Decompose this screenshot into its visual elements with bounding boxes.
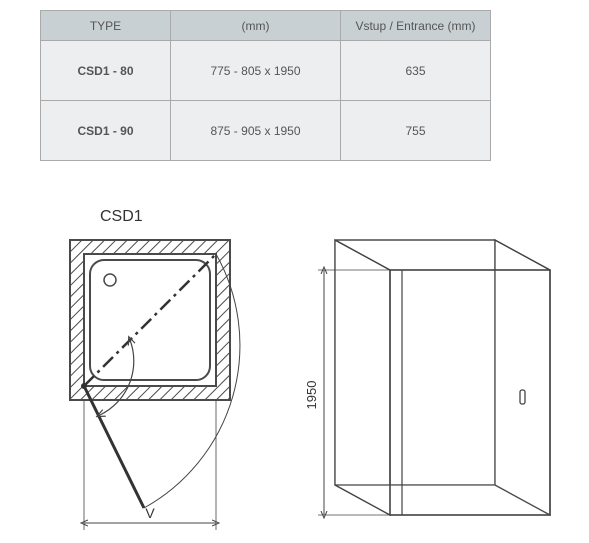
dimension-table: TYPE (mm) Vstup / Entrance (mm) CSD1 - 8… — [40, 10, 491, 161]
plan-view-diagram: V — [50, 230, 270, 540]
th-mm: (mm) — [171, 11, 341, 41]
dim-height-label: 1950 — [304, 381, 319, 410]
dim-v-label: V — [145, 505, 155, 521]
diagrams: CSD1 — [0, 200, 589, 540]
cell-entrance: 635 — [341, 41, 491, 101]
th-entrance: Vstup / Entrance (mm) — [341, 11, 491, 41]
iso-view-diagram: 1950 — [280, 205, 560, 535]
cell-entrance: 755 — [341, 101, 491, 161]
cell-type: CSD1 - 90 — [41, 101, 171, 161]
cell-mm: 875 - 905 x 1950 — [171, 101, 341, 161]
table-row: CSD1 - 80 775 - 805 x 1950 635 — [41, 41, 491, 101]
cell-type: CSD1 - 80 — [41, 41, 171, 101]
th-type: TYPE — [41, 11, 171, 41]
spec-table: TYPE (mm) Vstup / Entrance (mm) CSD1 - 8… — [40, 10, 491, 161]
cell-mm: 775 - 805 x 1950 — [171, 41, 341, 101]
plan-title: CSD1 — [100, 208, 143, 226]
table-row: CSD1 - 90 875 - 905 x 1950 755 — [41, 101, 491, 161]
